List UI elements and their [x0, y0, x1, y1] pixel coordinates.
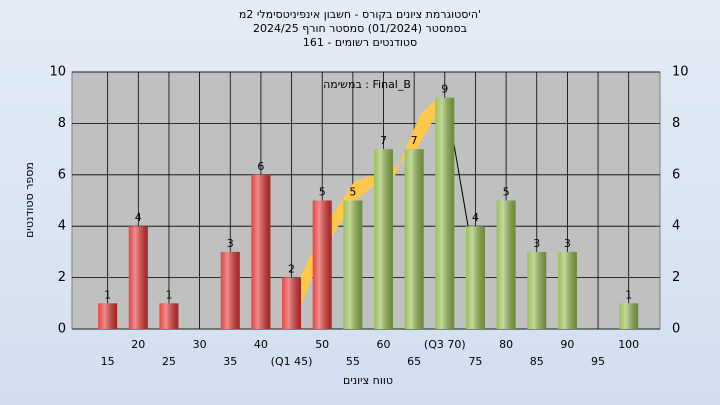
value-label: 4	[135, 211, 142, 224]
bar-shine	[159, 303, 179, 329]
value-label: 1	[625, 288, 632, 301]
x-tick-label: 50	[315, 338, 329, 351]
y2-tick-label: 8	[672, 116, 680, 131]
bar-shine	[282, 277, 302, 329]
value-label: 5	[503, 186, 510, 199]
x-tick-label: 30	[193, 338, 207, 351]
y-tick-label: 6	[58, 167, 66, 182]
title-line: היסטוגרמת ציונים בקורס - חשבון אינפיניטס…	[239, 8, 481, 21]
value-label: 3	[227, 237, 234, 250]
x-tick-label: (Q1 45)	[271, 355, 313, 368]
value-label: 3	[533, 237, 540, 250]
value-label: 9	[441, 83, 448, 96]
x-tick-label: 35	[223, 355, 237, 368]
title-line: בסמסטר (01/2024) סמסטר חורף 2024/25	[253, 22, 467, 35]
annotation: במשימה : Final_B	[323, 78, 411, 91]
x-tick-label: 75	[468, 355, 482, 368]
bar-shine	[435, 97, 455, 329]
bar-shine	[527, 251, 547, 329]
x-tick-label: 40	[254, 338, 268, 351]
y-tick-label: 10	[49, 65, 66, 80]
bar-shine	[220, 251, 240, 329]
bar-shine	[404, 149, 424, 329]
bar-shine	[343, 200, 363, 329]
value-label: 1	[104, 288, 111, 301]
value-label: 7	[411, 134, 418, 147]
bar-shine	[619, 303, 639, 329]
y2-tick-label: 2	[672, 270, 680, 285]
x-tick-label: 90	[560, 338, 574, 351]
value-label: 5	[319, 186, 326, 199]
x-tick-label: 65	[407, 355, 421, 368]
bar-shine	[98, 303, 118, 329]
x-tick-label: 55	[346, 355, 360, 368]
x-axis-label: טווח ציונים	[343, 374, 393, 387]
bar-shine	[251, 174, 271, 329]
bar-shine	[557, 251, 577, 329]
x-tick-label: 20	[131, 338, 145, 351]
value-label: 6	[257, 160, 264, 173]
value-label: 3	[564, 237, 571, 250]
bar-shine	[496, 200, 516, 329]
x-tick-label: 85	[530, 355, 544, 368]
y-axis-label: מספר סטודנטים	[23, 162, 36, 238]
x-tick-label: 80	[499, 338, 513, 351]
value-label: 5	[349, 186, 356, 199]
y-tick-label: 0	[58, 322, 66, 337]
value-label: 7	[380, 134, 387, 147]
x-tick-label: 25	[162, 355, 176, 368]
y2-tick-label: 4	[672, 219, 680, 234]
x-tick-label: 15	[101, 355, 115, 368]
x-tick-label: 95	[591, 355, 605, 368]
y-tick-label: 4	[58, 219, 66, 234]
title-line: סטודנטים רשומים - 161	[303, 36, 417, 49]
bar-shine	[465, 226, 485, 329]
bar-shine	[374, 149, 393, 329]
x-tick-label: (Q3 70)	[424, 338, 466, 351]
y2-tick-label: 10	[672, 65, 689, 80]
y-tick-label: 2	[58, 270, 66, 285]
y2-tick-label: 6	[672, 167, 680, 182]
x-tick-label: 60	[377, 338, 391, 351]
x-tick-label: 100	[618, 338, 639, 351]
y-tick-label: 8	[58, 116, 66, 131]
bar-shine	[312, 200, 332, 329]
value-label: 1	[165, 288, 172, 301]
bar-shine	[128, 226, 148, 329]
value-label: 4	[472, 211, 479, 224]
y2-tick-label: 0	[672, 322, 680, 337]
value-label: 2	[288, 263, 295, 276]
